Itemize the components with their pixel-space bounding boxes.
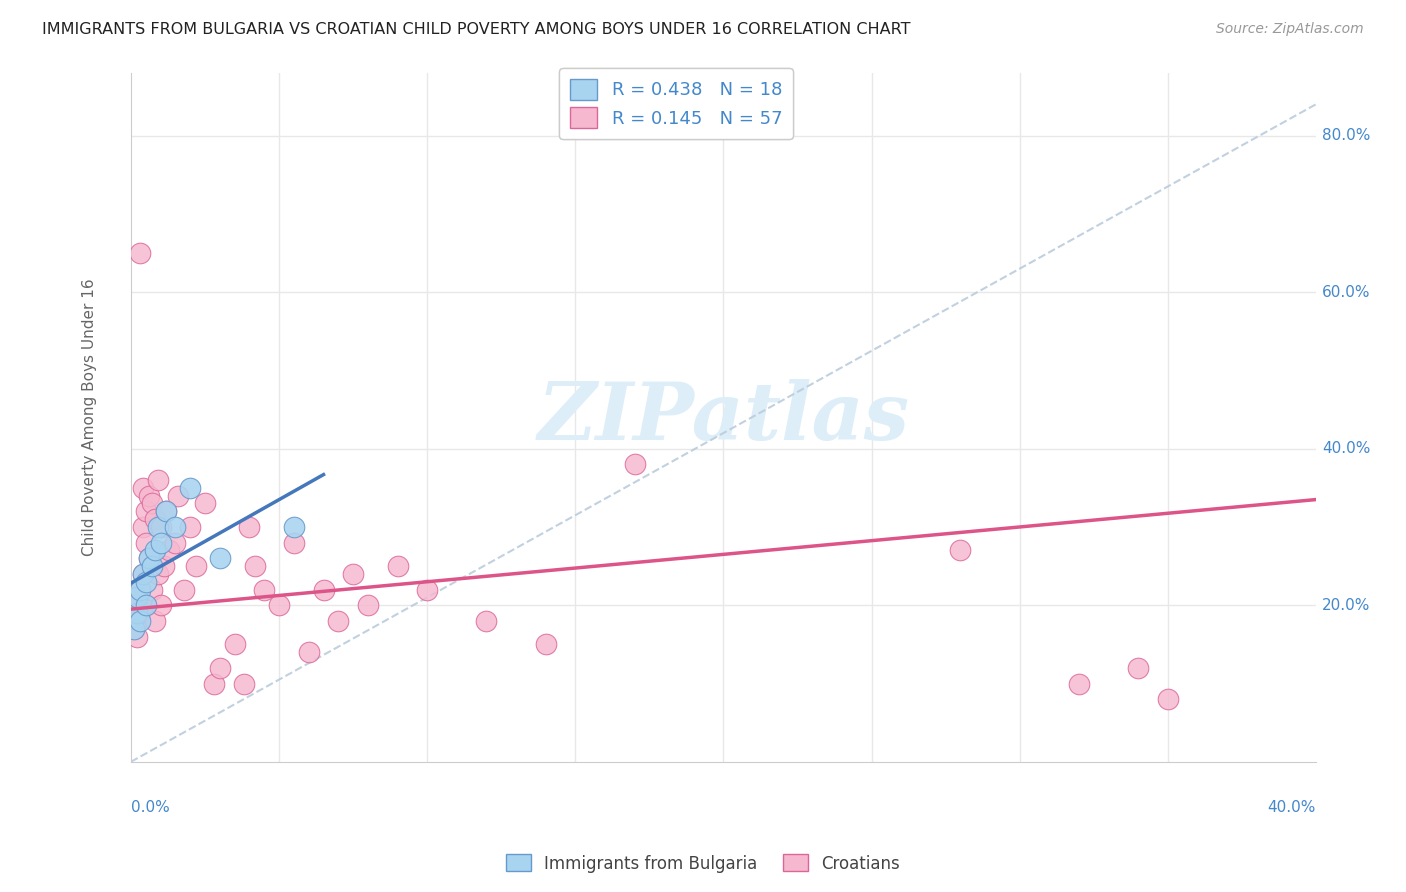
Text: 40.0%: 40.0% [1322,442,1371,456]
Point [949,543,972,558]
Point [283,535,305,549]
Point [312,582,335,597]
Point [132,566,155,581]
Point [184,559,207,574]
Point [173,582,195,597]
Point [298,645,321,659]
Point [128,582,150,597]
Point [135,599,157,613]
Point [143,543,166,558]
Point [387,559,409,574]
Point [135,535,157,549]
Point [141,496,163,510]
Point [357,599,380,613]
Point [149,535,172,549]
Point [534,637,557,651]
Point [623,458,645,472]
Point [416,582,439,597]
Point [1157,692,1180,706]
Point [165,520,187,534]
Point [125,606,148,620]
Point [143,512,166,526]
Point [141,582,163,597]
Point [475,614,498,628]
Point [135,574,157,589]
Point [342,566,364,581]
Text: 20.0%: 20.0% [1322,598,1371,613]
Text: 80.0%: 80.0% [1322,128,1371,143]
Point [146,566,169,581]
Point [125,630,148,644]
Point [155,504,177,518]
Point [1128,661,1150,675]
Point [128,582,150,597]
Text: Child Poverty Among Boys Under 16: Child Poverty Among Boys Under 16 [82,278,97,557]
Point [132,566,155,581]
Point [138,551,160,566]
Text: 0.0%: 0.0% [131,799,170,814]
Point [253,582,276,597]
Text: 40.0%: 40.0% [1268,799,1316,814]
Point [122,591,145,605]
Text: Source: ZipAtlas.com: Source: ZipAtlas.com [1216,22,1364,37]
Point [155,504,177,518]
Point [141,559,163,574]
Point [135,504,157,518]
Point [208,661,231,675]
Point [224,637,246,651]
Point [238,520,260,534]
Text: ZIPatlas: ZIPatlas [537,378,910,456]
Point [146,473,169,487]
Point [165,535,187,549]
Point [152,559,174,574]
Point [245,559,267,574]
Point [128,246,150,260]
Point [122,622,145,636]
Point [128,614,150,628]
Point [149,599,172,613]
Point [128,606,150,620]
Point [149,520,172,534]
Text: 60.0%: 60.0% [1322,285,1371,300]
Point [125,591,148,605]
Point [194,496,217,510]
Point [125,614,148,628]
Point [138,489,160,503]
Point [132,520,155,534]
Point [179,520,201,534]
Point [135,599,157,613]
Text: IMMIGRANTS FROM BULGARIA VS CROATIAN CHILD POVERTY AMONG BOYS UNDER 16 CORRELATI: IMMIGRANTS FROM BULGARIA VS CROATIAN CHI… [42,22,911,37]
Point [232,676,254,690]
Point [122,606,145,620]
Legend: R = 0.438   N = 18, R = 0.145   N = 57: R = 0.438 N = 18, R = 0.145 N = 57 [560,68,793,139]
Point [167,489,190,503]
Legend: Immigrants from Bulgaria, Croatians: Immigrants from Bulgaria, Croatians [499,847,907,880]
Point [122,622,145,636]
Point [143,614,166,628]
Point [179,481,201,495]
Point [283,520,305,534]
Point [125,599,148,613]
Point [1067,676,1090,690]
Point [328,614,350,628]
Point [267,599,290,613]
Point [138,551,160,566]
Point [159,543,181,558]
Point [208,551,231,566]
Point [132,481,155,495]
Point [202,676,225,690]
Point [146,520,169,534]
